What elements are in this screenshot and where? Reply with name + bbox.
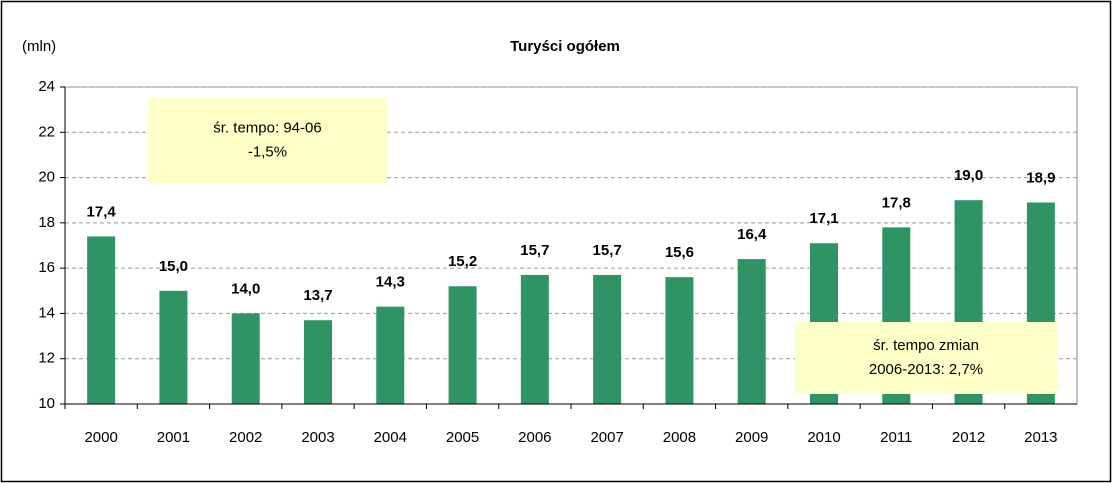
y-tick-label: 24 (38, 78, 55, 95)
y-tick-label: 22 (38, 123, 55, 140)
data-label: 13,7 (303, 287, 332, 304)
chart-title: Turyści ogółem (510, 38, 620, 55)
bar (520, 274, 549, 404)
bar (737, 259, 766, 404)
x-tick-label: 2007 (590, 429, 623, 446)
data-label: 19,0 (954, 167, 983, 184)
bar (159, 290, 188, 404)
annotation-box (795, 322, 1057, 394)
data-label: 14,3 (376, 274, 405, 291)
x-tick-label: 2003 (301, 429, 334, 446)
x-tick-label: 2010 (807, 429, 840, 446)
x-tick-label: 2006 (518, 429, 551, 446)
bar (304, 320, 332, 404)
data-label: 14,0 (231, 280, 260, 297)
data-label: 16,4 (737, 226, 767, 243)
x-tick-label: 2002 (229, 429, 262, 446)
x-tick-label: 2001 (157, 429, 190, 446)
data-label: 15,7 (593, 242, 622, 259)
annotation-text: śr. tempo zmian (873, 337, 979, 354)
y-tick-label: 14 (38, 304, 55, 321)
annotation-text: śr. tempo: 94-06 (213, 119, 321, 136)
bar (665, 277, 694, 404)
data-label: 15,2 (448, 253, 477, 270)
y-tick-label: 18 (38, 214, 55, 231)
x-tick-label: 2008 (663, 429, 696, 446)
x-tick-label: 2011 (880, 429, 912, 446)
data-label: 17,4 (87, 203, 117, 220)
y-tick-label: 20 (38, 169, 55, 186)
bar (448, 286, 477, 404)
y-tick-label: 16 (38, 259, 55, 276)
y-axis-label: (mln) (22, 38, 56, 55)
y-tick-label: 10 (38, 395, 55, 412)
data-label: 17,8 (882, 194, 911, 211)
x-tick-label: 2000 (84, 429, 117, 446)
annotation-text: -1,5% (248, 143, 287, 160)
bar (593, 274, 622, 404)
x-tick-label: 2013 (1024, 429, 1057, 446)
annotation-text: 2006-2013: 2,7% (869, 361, 983, 378)
data-label: 15,7 (520, 242, 549, 259)
x-tick-label: 2009 (735, 429, 768, 446)
annotation-box (148, 98, 387, 183)
bar (231, 313, 260, 404)
bar (376, 306, 405, 404)
x-tick-label: 2004 (374, 429, 407, 446)
data-label: 15,0 (159, 258, 188, 275)
data-label: 17,1 (809, 210, 838, 227)
y-tick-label: 12 (38, 350, 55, 367)
bar (87, 236, 116, 404)
x-tick-label: 2012 (952, 429, 985, 446)
x-tick-label: 2005 (446, 429, 479, 446)
data-label: 18,9 (1026, 169, 1055, 186)
data-label: 15,6 (665, 244, 694, 261)
